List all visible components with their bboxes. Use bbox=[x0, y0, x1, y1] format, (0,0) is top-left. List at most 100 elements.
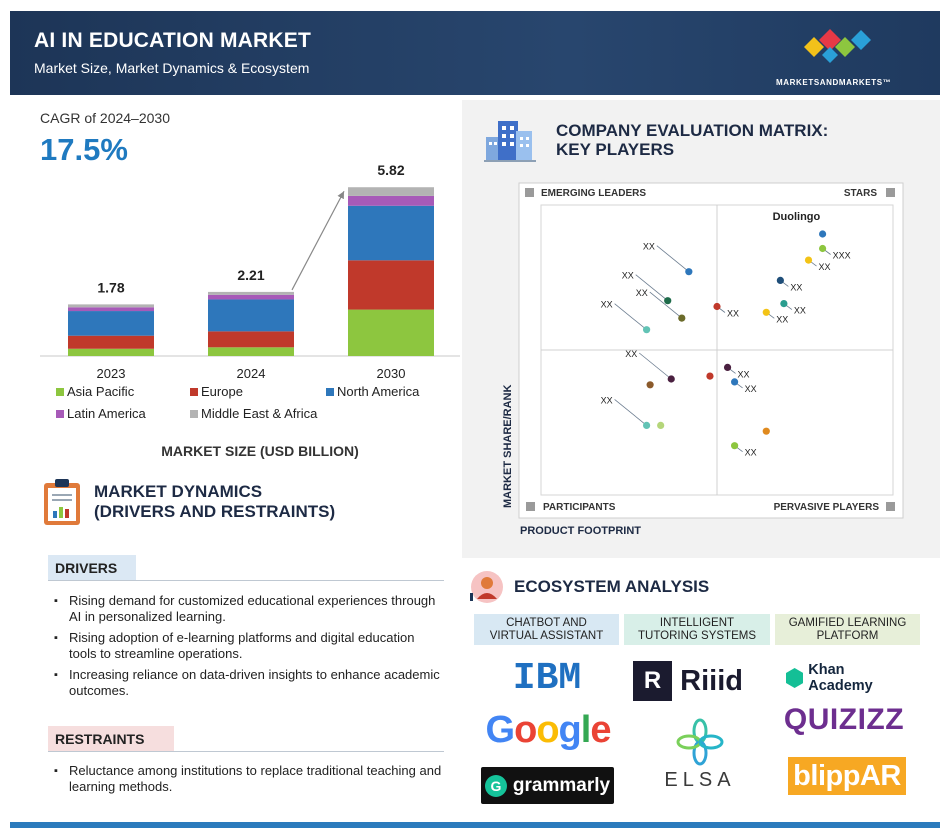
company-point bbox=[819, 244, 827, 253]
bar-segment bbox=[348, 187, 434, 196]
quizizz-logo: QUIZIZZ bbox=[783, 703, 905, 736]
bar-segment bbox=[348, 309, 434, 356]
google-letter: G bbox=[485, 708, 516, 751]
google-letter: o bbox=[536, 708, 559, 751]
bar-segment bbox=[208, 299, 294, 332]
clipboard-chart-icon bbox=[44, 479, 80, 525]
company-point bbox=[762, 308, 770, 316]
market-dynamics-title: MARKET DYNAMICS (DRIVERS AND RESTRAINTS) bbox=[94, 482, 335, 522]
point-leader-line bbox=[656, 245, 690, 273]
point-label: XXX bbox=[833, 251, 851, 261]
grammarly-logo: G grammarly bbox=[481, 767, 614, 804]
company-point bbox=[643, 421, 651, 429]
legend-label: Asia Pacific bbox=[67, 384, 135, 399]
pervasive-players-icon bbox=[886, 502, 895, 511]
quadrant-pervasive-players: PERVASIVE PLAYERS bbox=[774, 502, 880, 513]
bar-segment bbox=[348, 205, 434, 261]
riiid-r-icon: R bbox=[633, 661, 673, 701]
market-size-chart: 1.78 2023 2.21 2024 5.82 2030 Asia Pacific Euro… bbox=[40, 162, 460, 421]
point-leader-line bbox=[635, 274, 668, 302]
legend-swatch bbox=[56, 388, 64, 396]
driver-item: Rising demand for customized educational… bbox=[52, 593, 444, 625]
quadrant-stars: STARS bbox=[844, 188, 877, 199]
blippar-logo: blippAR bbox=[788, 757, 906, 795]
khan-wordmark: Khan Academy bbox=[808, 662, 873, 694]
company-point bbox=[643, 326, 651, 334]
company-point bbox=[664, 297, 672, 305]
x-tick-label: 2024 bbox=[237, 366, 266, 381]
khan-academy-logo: Khan Academy bbox=[786, 662, 908, 694]
bar-segment bbox=[208, 291, 294, 295]
legend-swatch bbox=[326, 388, 334, 396]
bar-total-label: 1.78 bbox=[97, 279, 124, 295]
company-point bbox=[646, 381, 654, 389]
bar-segment bbox=[68, 335, 154, 349]
grammarly-g-icon: G bbox=[484, 774, 507, 797]
khan-hexagon-icon bbox=[786, 668, 804, 688]
matrix-x-axis-label: PRODUCT FOOTPRINT bbox=[520, 525, 641, 537]
x-tick-label: 2023 bbox=[97, 366, 126, 381]
google-logo: G o o g l e bbox=[485, 708, 612, 752]
restraints-tag: RESTRAINTS bbox=[48, 726, 174, 751]
point-label: XX bbox=[601, 395, 613, 405]
quadrant-participants: PARTICIPANTS bbox=[543, 502, 616, 513]
legend-swatch bbox=[190, 410, 198, 418]
brand-name: MARKETSANDMARKETS™ bbox=[776, 78, 892, 87]
point-label: XX bbox=[794, 306, 806, 316]
footer-bar bbox=[10, 822, 940, 828]
bar-total-label: 5.82 bbox=[377, 162, 404, 178]
driver-item: Increasing reliance on data-driven insig… bbox=[52, 667, 444, 699]
quadrant-emerging-leaders: EMERGING LEADERS bbox=[541, 188, 646, 199]
point-label: XX bbox=[601, 300, 613, 310]
company-point bbox=[713, 302, 721, 311]
person-globe-icon bbox=[470, 571, 503, 603]
cagr-value: 17.5% bbox=[40, 132, 128, 167]
emerging-leaders-icon bbox=[525, 188, 534, 197]
company-point bbox=[706, 372, 714, 380]
point-label: Duolingo bbox=[773, 211, 821, 223]
riiid-wordmark: Riiid bbox=[680, 664, 743, 697]
legend-label: Middle East & Africa bbox=[201, 406, 318, 421]
stars-icon bbox=[886, 188, 895, 197]
bar-total-label: 2.21 bbox=[237, 267, 264, 283]
company-point bbox=[731, 442, 739, 450]
company-point bbox=[780, 300, 788, 308]
legend-label: North America bbox=[337, 384, 420, 399]
company-point bbox=[731, 378, 739, 386]
drivers-list: Rising demand for customized educational… bbox=[52, 593, 444, 704]
company-point bbox=[657, 421, 665, 429]
drivers-tag: DRIVERS bbox=[48, 555, 136, 580]
company-point bbox=[762, 427, 770, 435]
point-label: XX bbox=[790, 282, 802, 292]
company-evaluation-matrix: EMERGING LEADERS STARS PARTICIPANTS PERVASI… bbox=[502, 182, 904, 537]
ecosystem-column-line: VIRTUAL ASSISTANT bbox=[489, 630, 604, 642]
point-leader-line bbox=[638, 352, 672, 380]
company-point bbox=[685, 268, 693, 276]
company-point bbox=[667, 375, 675, 383]
ecosystem-column-line: PLATFORM bbox=[816, 630, 879, 642]
bar-segment bbox=[68, 348, 154, 356]
bar-segment bbox=[208, 331, 294, 348]
page-title: AI IN EDUCATION MARKET bbox=[34, 29, 312, 52]
restraint-item: Reluctance among institutions to replace… bbox=[52, 763, 444, 795]
bar-segment bbox=[348, 195, 434, 206]
drivers-divider bbox=[48, 580, 444, 581]
ecosystem-column-chatbot: CHATBOT AND VIRTUAL ASSISTANT bbox=[474, 614, 619, 645]
ecosystem-column-line: GAMIFIED LEARNING bbox=[788, 617, 907, 629]
header-banner: AI IN EDUCATION MARKET Market Size, Mark… bbox=[10, 11, 940, 95]
company-point bbox=[819, 230, 827, 238]
bar-segment bbox=[68, 304, 154, 308]
google-letter: o bbox=[514, 708, 537, 751]
riiid-logo: R Riiid bbox=[633, 660, 743, 702]
point-label: XX bbox=[776, 314, 788, 324]
ecosystem-column-line: CHATBOT AND bbox=[506, 617, 587, 629]
ecosystem-column-line: TUTORING SYSTEMS bbox=[638, 630, 756, 642]
driver-item: Rising adoption of e-learning platforms … bbox=[52, 630, 444, 662]
point-label: XX bbox=[625, 349, 637, 359]
ecosystem-column-gamified: GAMIFIED LEARNING PLATFORM bbox=[775, 614, 920, 645]
point-label: XX bbox=[727, 309, 739, 319]
legend-label: Europe bbox=[201, 384, 243, 399]
growth-arrow bbox=[291, 190, 345, 291]
company-point bbox=[804, 256, 813, 264]
buildings-icon bbox=[484, 121, 536, 162]
